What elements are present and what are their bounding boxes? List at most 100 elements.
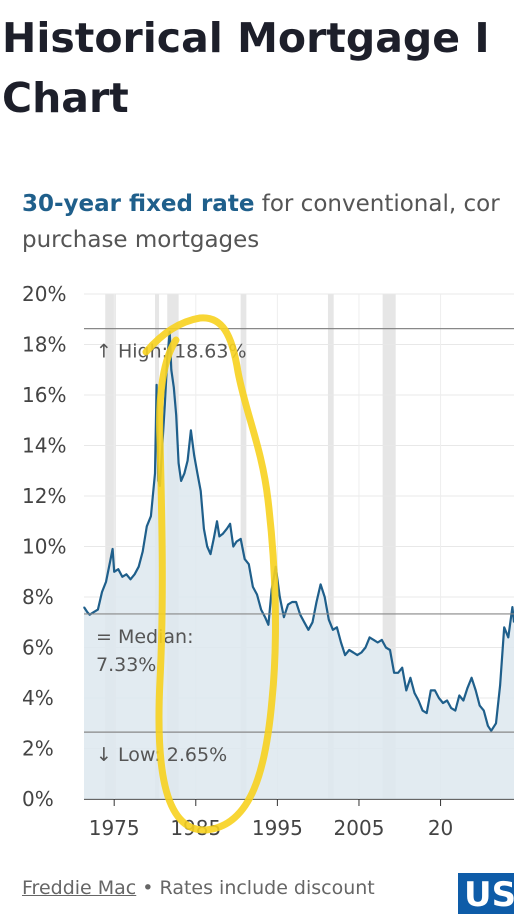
data-point	[267, 624, 270, 626]
data-point	[499, 684, 501, 686]
highlight-marker-loop	[142, 314, 279, 834]
data-point	[356, 654, 358, 656]
data-point	[470, 677, 473, 679]
data-point	[209, 553, 212, 555]
data-point	[105, 581, 107, 583]
data-point	[385, 646, 387, 649]
data-point	[360, 651, 363, 654]
data-point	[490, 730, 492, 732]
data-point	[332, 629, 334, 631]
data-point	[328, 619, 330, 621]
data-point	[336, 626, 338, 628]
data-point	[495, 722, 497, 724]
median-value: 7.33%	[96, 654, 156, 676]
data-point	[196, 472, 199, 474]
data-point	[164, 404, 166, 406]
data-point	[377, 641, 379, 644]
data-point	[256, 593, 258, 596]
data-point	[279, 596, 281, 598]
data-point	[352, 651, 354, 654]
y-tick-label: 14%	[22, 434, 66, 458]
data-point	[283, 616, 285, 618]
y-tick-label: 6%	[22, 636, 54, 660]
data-point	[295, 601, 297, 603]
source-link[interactable]: Freddie Mac	[22, 877, 137, 899]
data-point	[434, 689, 436, 692]
data-point	[320, 583, 322, 585]
data-point	[311, 621, 314, 623]
data-point	[287, 603, 289, 606]
data-point	[142, 550, 144, 553]
publisher-logo: US	[458, 873, 514, 915]
data-point	[133, 573, 136, 575]
x-tick-label: 1995	[252, 816, 303, 840]
x-tick-label: 1975	[89, 816, 140, 840]
data-point	[252, 586, 254, 588]
mortgage-rate-chart: 0%2%4%6%8%10%12%14%16%18%20%1975 1985 1995…	[22, 282, 514, 840]
data-point	[121, 576, 123, 578]
data-point	[83, 606, 85, 608]
data-point	[405, 689, 407, 692]
data-point	[373, 639, 375, 641]
data-point	[109, 561, 111, 563]
x-tick-label: 20	[428, 816, 453, 840]
data-point	[190, 429, 192, 431]
data-point	[113, 571, 115, 573]
data-point	[475, 689, 477, 692]
data-point	[183, 472, 185, 474]
data-point	[97, 609, 99, 611]
data-point	[232, 545, 234, 548]
data-point	[348, 649, 350, 651]
data-point	[417, 699, 420, 702]
data-point	[129, 578, 132, 580]
y-tick-label: 4%	[22, 686, 54, 710]
data-point	[178, 462, 180, 464]
data-point	[442, 702, 444, 704]
data-point	[156, 384, 158, 386]
data-point	[381, 639, 383, 641]
data-point	[216, 520, 218, 522]
y-tick-label: 20%	[22, 282, 66, 306]
data-point	[226, 528, 228, 530]
subtitle-line-2: purchase mortgages	[22, 227, 260, 253]
source-note-text: • Rates include discount	[136, 877, 375, 899]
median-annotation: = Median:	[96, 626, 193, 648]
data-point	[307, 629, 309, 631]
data-point	[235, 540, 238, 543]
data-point	[324, 596, 326, 598]
data-point	[430, 689, 432, 692]
data-point	[248, 563, 250, 565]
data-point	[422, 710, 424, 712]
data-point	[483, 710, 485, 712]
data-point	[222, 533, 224, 535]
subtitle-highlight: 30-year fixed rate	[22, 191, 255, 217]
data-point	[409, 677, 411, 679]
data-point	[454, 710, 456, 712]
data-point	[503, 626, 505, 628]
data-point	[146, 525, 148, 527]
data-point	[170, 369, 172, 371]
data-point	[173, 386, 175, 389]
data-point	[462, 699, 465, 702]
chart-subtitle: 30-year fixed rate for conventional, cor…	[22, 186, 514, 258]
data-point	[340, 641, 342, 644]
data-point	[397, 672, 399, 674]
data-point	[203, 528, 205, 530]
data-point	[187, 460, 189, 462]
y-tick-label: 10%	[22, 535, 66, 559]
data-point	[426, 712, 428, 714]
data-point	[507, 636, 509, 639]
data-point	[260, 609, 262, 611]
data-point	[450, 707, 452, 709]
title-line-1: Historical Mortgage I	[2, 14, 490, 62]
data-point	[93, 611, 95, 613]
source-note: Freddie Mac • Rates include discount	[22, 875, 452, 901]
data-point	[138, 566, 140, 568]
data-point	[315, 601, 318, 603]
data-point	[244, 558, 246, 560]
data-point	[175, 414, 177, 416]
data-point	[86, 611, 88, 613]
data-point	[213, 538, 215, 540]
data-point	[368, 636, 371, 639]
title-line-2: Chart	[2, 74, 129, 122]
